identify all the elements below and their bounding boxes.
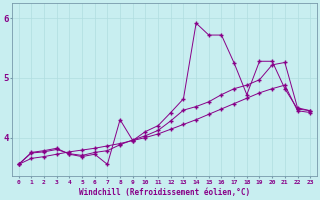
X-axis label: Windchill (Refroidissement éolien,°C): Windchill (Refroidissement éolien,°C) [79,188,250,197]
